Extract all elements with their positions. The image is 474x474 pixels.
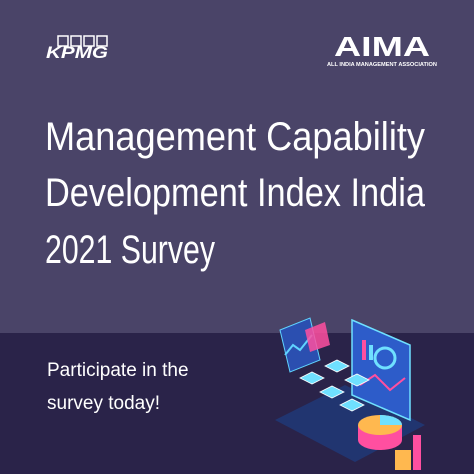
title-line: 2021 Survey <box>45 228 215 272</box>
top-panel <box>0 0 474 333</box>
title-line: Development Index India <box>45 171 426 215</box>
cta-line: survey today! <box>47 393 160 414</box>
title-line: Management Capability <box>45 115 425 159</box>
aima-logo: AIMA ALL INDIA MANAGEMENT ASSOCIATION <box>327 31 437 68</box>
cta-line: Participate in the <box>47 360 189 381</box>
illustration <box>275 317 425 470</box>
kpmg-text: KPMG <box>46 43 108 62</box>
aima-text: AIMA <box>334 31 430 62</box>
kpmg-logo: KPMG <box>46 35 108 62</box>
aima-subtitle: ALL INDIA MANAGEMENT ASSOCIATION <box>327 62 437 68</box>
